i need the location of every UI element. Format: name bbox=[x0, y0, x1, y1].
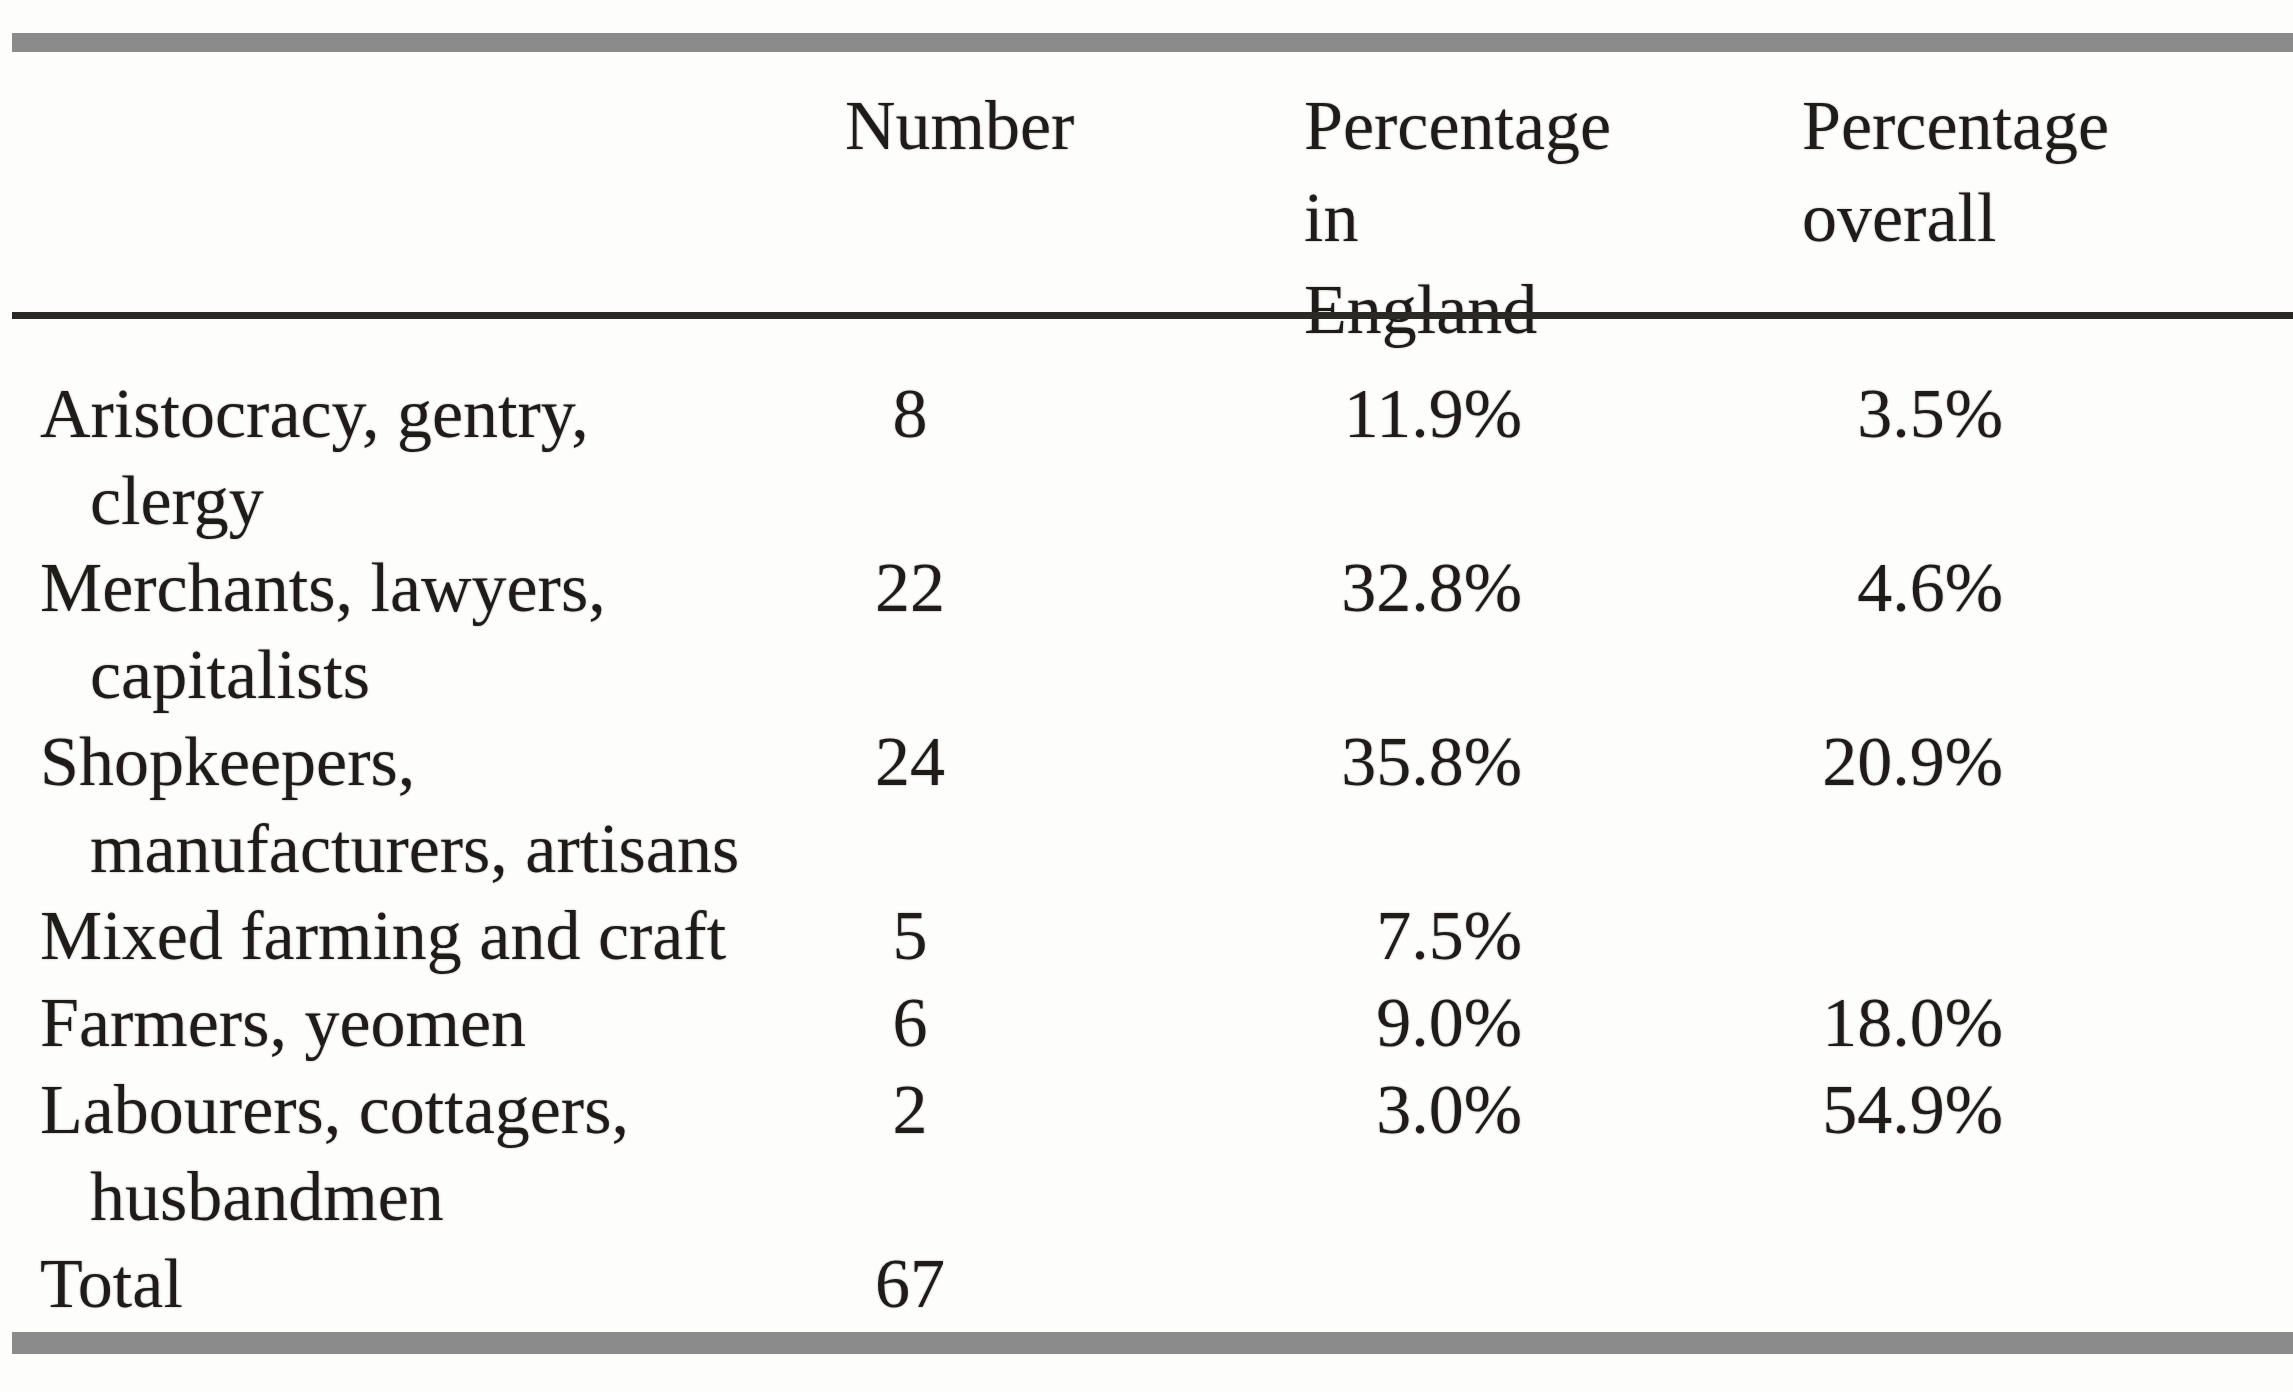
cell-percentage-overall: 3.5% bbox=[1730, 370, 2293, 457]
header-divider-rule bbox=[12, 312, 2293, 319]
table-top-border bbox=[12, 33, 2293, 52]
table-row: Shopkeepers, manufacturers, artisans 24 … bbox=[0, 718, 2293, 892]
cell-percentage-england: 32.8% bbox=[1140, 544, 1730, 631]
cell-category: Labourers, cottagers, husbandmen bbox=[0, 1066, 810, 1240]
table-header-row: Number Percentage in England Percentage … bbox=[0, 52, 2293, 356]
category-line-1: Labourers, cottagers, bbox=[40, 1066, 810, 1153]
cell-percentage-england: 9.0% bbox=[1140, 979, 1730, 1066]
table-bottom-border bbox=[12, 1332, 2293, 1354]
scanned-table-page: Number Percentage in England Percentage … bbox=[0, 0, 2293, 1392]
category-line-1: Mixed farming and craft bbox=[40, 892, 810, 979]
cell-percentage-england: 11.9% bbox=[1140, 370, 1730, 457]
cell-percentage-overall: 18.0% bbox=[1730, 979, 2293, 1066]
header-line: overall bbox=[1802, 172, 2003, 264]
category-line-1: Aristocracy, gentry, bbox=[40, 370, 810, 457]
category-line-1: Shopkeepers, bbox=[40, 718, 810, 805]
cell-percentage-overall: 4.6% bbox=[1730, 544, 2293, 631]
cell-number: 2 bbox=[810, 1066, 1140, 1153]
cell-category: Total bbox=[0, 1240, 810, 1327]
cell-number: 22 bbox=[810, 544, 1140, 631]
header-line: England bbox=[1304, 264, 1522, 356]
cell-category: Shopkeepers, manufacturers, artisans bbox=[0, 718, 810, 892]
cell-category: Aristocracy, gentry, clergy bbox=[0, 370, 810, 544]
table-row-total: Total 67 bbox=[0, 1240, 2293, 1327]
category-line-2: husbandmen bbox=[40, 1153, 810, 1240]
cell-percentage-england: 3.0% bbox=[1140, 1066, 1730, 1153]
table-row: Merchants, lawyers, capitalists 22 32.8%… bbox=[0, 544, 2293, 718]
cell-percentage-england: 35.8% bbox=[1140, 718, 1730, 805]
cell-number: 67 bbox=[810, 1240, 1140, 1327]
header-number-label: Number bbox=[845, 80, 1010, 172]
cell-percentage-england: 7.5% bbox=[1140, 892, 1730, 979]
cell-category: Farmers, yeomen bbox=[0, 979, 810, 1066]
header-line: Percentage bbox=[1802, 80, 2003, 172]
cell-category: Merchants, lawyers, capitalists bbox=[0, 544, 810, 718]
cell-number: 24 bbox=[810, 718, 1140, 805]
table-row: Labourers, cottagers, husbandmen 2 3.0% … bbox=[0, 1066, 2293, 1240]
category-line-1: Merchants, lawyers, bbox=[40, 544, 810, 631]
cell-number: 6 bbox=[810, 979, 1140, 1066]
category-line-2: manufacturers, artisans bbox=[40, 805, 810, 892]
header-line: Percentage in bbox=[1304, 80, 1522, 264]
header-number: Number bbox=[810, 80, 1140, 172]
table-row: Aristocracy, gentry, clergy 8 11.9% 3.5% bbox=[0, 370, 2293, 544]
category-line-1: Farmers, yeomen bbox=[40, 979, 810, 1066]
category-line-2: clergy bbox=[40, 457, 810, 544]
category-line-1: Total bbox=[40, 1240, 810, 1327]
category-line-2: capitalists bbox=[40, 631, 810, 718]
cell-number: 5 bbox=[810, 892, 1140, 979]
cell-category: Mixed farming and craft bbox=[0, 892, 810, 979]
table-body: Aristocracy, gentry, clergy 8 11.9% 3.5%… bbox=[0, 370, 2293, 1327]
table-row: Farmers, yeomen 6 9.0% 18.0% bbox=[0, 979, 2293, 1066]
header-percentage-overall: Percentage overall bbox=[1730, 80, 2293, 264]
cell-number: 8 bbox=[810, 370, 1140, 457]
table-row: Mixed farming and craft 5 7.5% bbox=[0, 892, 2293, 979]
cell-percentage-overall: 54.9% bbox=[1730, 1066, 2293, 1153]
cell-percentage-overall: 20.9% bbox=[1730, 718, 2293, 805]
